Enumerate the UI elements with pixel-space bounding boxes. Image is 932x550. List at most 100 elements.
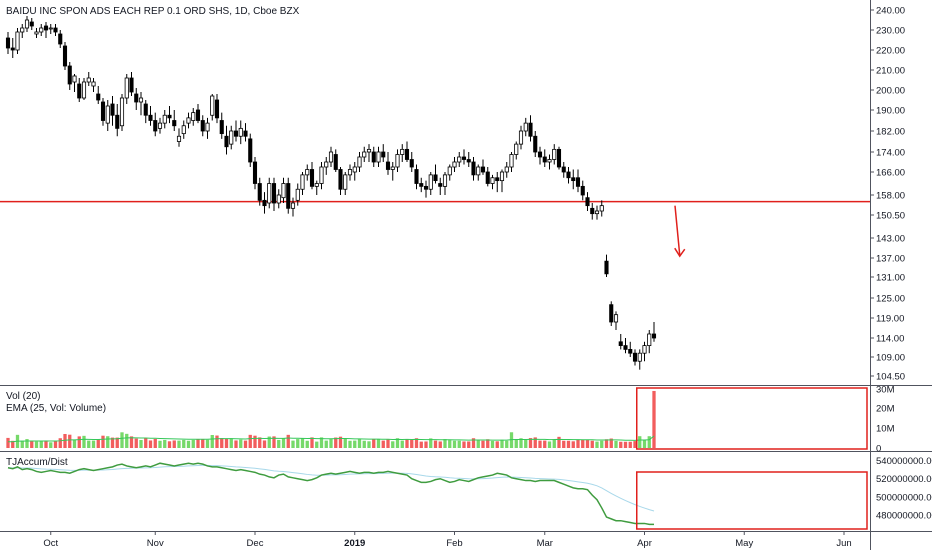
candle	[461, 149, 467, 165]
candle	[523, 117, 528, 137]
candle-body	[566, 171, 571, 179]
volume-bar	[210, 435, 214, 448]
accum-dist-label: TJAccum/Dist	[6, 457, 68, 468]
candle-body	[15, 31, 20, 51]
volume-bar	[277, 439, 281, 448]
candle	[86, 72, 91, 86]
candle-body	[124, 77, 129, 99]
candle-body	[67, 65, 72, 85]
candle	[252, 157, 258, 190]
candle-body	[110, 103, 115, 116]
volume-bar	[405, 439, 409, 448]
candle-body	[186, 117, 191, 124]
price-tick-label: 190.00	[876, 106, 905, 117]
candle-body	[547, 159, 552, 163]
candle	[309, 162, 315, 190]
candle-body	[362, 151, 367, 158]
volume-bar	[353, 440, 357, 448]
candle-body	[509, 154, 514, 168]
candle	[262, 192, 267, 214]
candle-body	[490, 177, 495, 184]
volume-bar	[381, 440, 385, 448]
candle-body	[385, 161, 391, 170]
candle-body	[229, 130, 234, 145]
accum-tick-label: 500000000.00	[876, 492, 932, 503]
candle	[504, 162, 509, 178]
volume-bar	[324, 440, 328, 448]
candle	[419, 177, 424, 193]
volume-bar	[300, 438, 305, 448]
candle-body	[314, 183, 319, 187]
volume-bar	[562, 440, 566, 448]
candle	[115, 104, 120, 137]
candle-body	[248, 138, 253, 163]
accum-tick-label: 520000000.00	[876, 474, 932, 485]
volume-bar	[528, 438, 533, 448]
volume-bar	[234, 440, 238, 448]
candle	[390, 162, 395, 181]
candle	[110, 96, 115, 126]
volume-bar	[224, 438, 229, 448]
candle-body	[276, 194, 281, 204]
candle	[324, 157, 329, 175]
candle	[490, 174, 495, 190]
volume-bar	[286, 434, 290, 448]
volume-bar	[386, 439, 390, 448]
candle-body	[504, 166, 509, 173]
candle	[290, 197, 296, 217]
candle-body	[585, 197, 590, 207]
volume-bar	[372, 439, 376, 448]
volume-bar	[177, 440, 181, 448]
candle	[476, 164, 481, 181]
candle	[599, 200, 604, 217]
volume-bar	[348, 440, 352, 448]
candle	[357, 152, 362, 172]
candle-body	[376, 151, 381, 163]
volume-bar	[144, 438, 148, 448]
candle-body	[86, 77, 91, 83]
volume-bar	[433, 440, 438, 448]
candle	[613, 311, 619, 330]
candle	[647, 330, 652, 354]
candle	[286, 177, 291, 214]
time-tick-label: Mar	[537, 538, 553, 549]
volume-bar	[581, 439, 585, 448]
volume-bar	[68, 434, 72, 448]
candle	[385, 152, 391, 175]
volume-bar	[53, 440, 58, 448]
volume-tick-label: 20M	[876, 404, 895, 415]
volume-bar	[148, 440, 153, 448]
candle	[48, 24, 53, 34]
candle	[300, 172, 305, 195]
volume-bar	[101, 435, 105, 448]
candle-body	[200, 120, 205, 132]
volume-bar	[120, 432, 124, 448]
candle	[575, 169, 581, 193]
candle-body	[62, 45, 68, 67]
candle	[480, 159, 486, 175]
candle-body	[10, 47, 15, 51]
volume-bar	[182, 439, 186, 448]
time-tick-label: Apr	[637, 538, 652, 549]
volume-ema-line	[7, 435, 655, 443]
candle-body	[395, 154, 400, 168]
volume-bar	[424, 441, 428, 448]
drop-arrow-head	[674, 247, 686, 258]
candle	[119, 94, 125, 131]
candle	[457, 152, 462, 167]
candle	[609, 301, 614, 326]
candle	[143, 100, 148, 124]
candle-body	[96, 93, 101, 101]
candle	[186, 112, 191, 129]
candle	[528, 115, 533, 142]
candle-body	[457, 156, 462, 163]
price-tick-label: 158.00	[876, 191, 905, 202]
candle-body	[267, 183, 272, 204]
volume-bar	[58, 438, 62, 448]
time-tick-label: Nov	[147, 538, 164, 549]
volume-bar	[125, 433, 129, 448]
candle-body	[409, 159, 414, 168]
candle-body	[295, 188, 300, 201]
